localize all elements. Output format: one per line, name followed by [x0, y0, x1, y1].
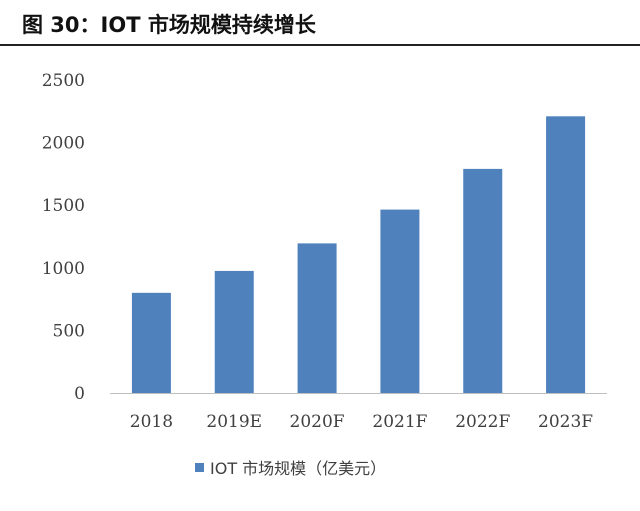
- y-tick-label: 500: [53, 321, 85, 341]
- y-tick-label: 1000: [42, 259, 85, 279]
- bar-2018: [131, 292, 171, 393]
- title-rule: [0, 44, 640, 46]
- y-tick-label: 2000: [42, 134, 85, 154]
- x-tick-label: 2018: [130, 412, 173, 432]
- bar-2021F: [380, 209, 420, 393]
- x-tick-label: 2019E: [206, 412, 262, 432]
- x-axis: 2018 2019E 2020F 2021F 2022F 2023F: [130, 412, 594, 432]
- x-tick-label: 2021F: [372, 412, 427, 432]
- figure-header: 图 30：IOT 市场规模持续增长: [0, 0, 640, 46]
- y-tick-label: 2500: [42, 71, 85, 91]
- bars-group: [131, 116, 586, 394]
- x-tick-label: 2023F: [538, 412, 593, 432]
- legend-label: IOT 市场规模（亿美元）: [210, 459, 387, 478]
- legend: IOT 市场规模（亿美元）: [195, 455, 386, 479]
- y-tick-label: 1500: [42, 196, 85, 216]
- bar-2023F: [546, 116, 586, 394]
- y-tick-label: 0: [74, 384, 85, 404]
- figure-title: 图 30：IOT 市场规模持续增长: [22, 13, 316, 37]
- legend-swatch: [195, 462, 204, 472]
- x-tick-label: 2020F: [290, 412, 345, 432]
- bar-2019E: [214, 270, 254, 393]
- y-axis: 0 500 1000 1500 2000 2500: [42, 71, 85, 404]
- bar-2022F: [463, 168, 503, 393]
- bar-2020F: [297, 243, 337, 393]
- x-tick-label: 2022F: [455, 412, 510, 432]
